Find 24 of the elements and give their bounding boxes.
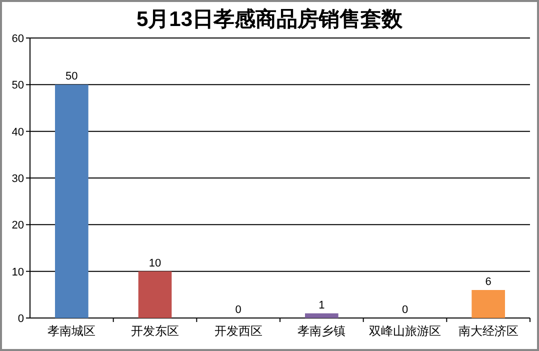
bar xyxy=(305,313,338,318)
chart-title: 5月13日孝感商品房销售套数 xyxy=(136,7,404,31)
x-tick-label: 开发西区 xyxy=(214,324,262,338)
data-label: 1 xyxy=(318,299,325,312)
y-tick-label: 0 xyxy=(18,313,24,325)
x-tick-label: 孝南乡镇 xyxy=(298,324,346,338)
data-label: 0 xyxy=(402,304,408,316)
y-tick-label: 20 xyxy=(12,220,24,232)
data-label: 0 xyxy=(235,304,242,316)
y-tick-label: 40 xyxy=(12,126,24,138)
bar xyxy=(55,84,88,318)
data-label: 6 xyxy=(485,276,492,288)
y-tick-label: 30 xyxy=(12,173,24,185)
x-tick-label: 南大经济区 xyxy=(458,324,518,338)
x-tick-label: 双峰山旅游区 xyxy=(369,324,441,338)
y-tick-label: 10 xyxy=(12,266,24,278)
x-tick-label: 开发东区 xyxy=(131,324,179,338)
data-label: 10 xyxy=(148,257,162,270)
y-tick-label: 50 xyxy=(12,80,24,92)
y-tick-label: 60 xyxy=(12,33,24,45)
data-label: 50 xyxy=(66,70,78,83)
bar xyxy=(138,271,172,318)
bar xyxy=(472,290,505,318)
x-tick-label: 孝南城区 xyxy=(48,324,96,338)
